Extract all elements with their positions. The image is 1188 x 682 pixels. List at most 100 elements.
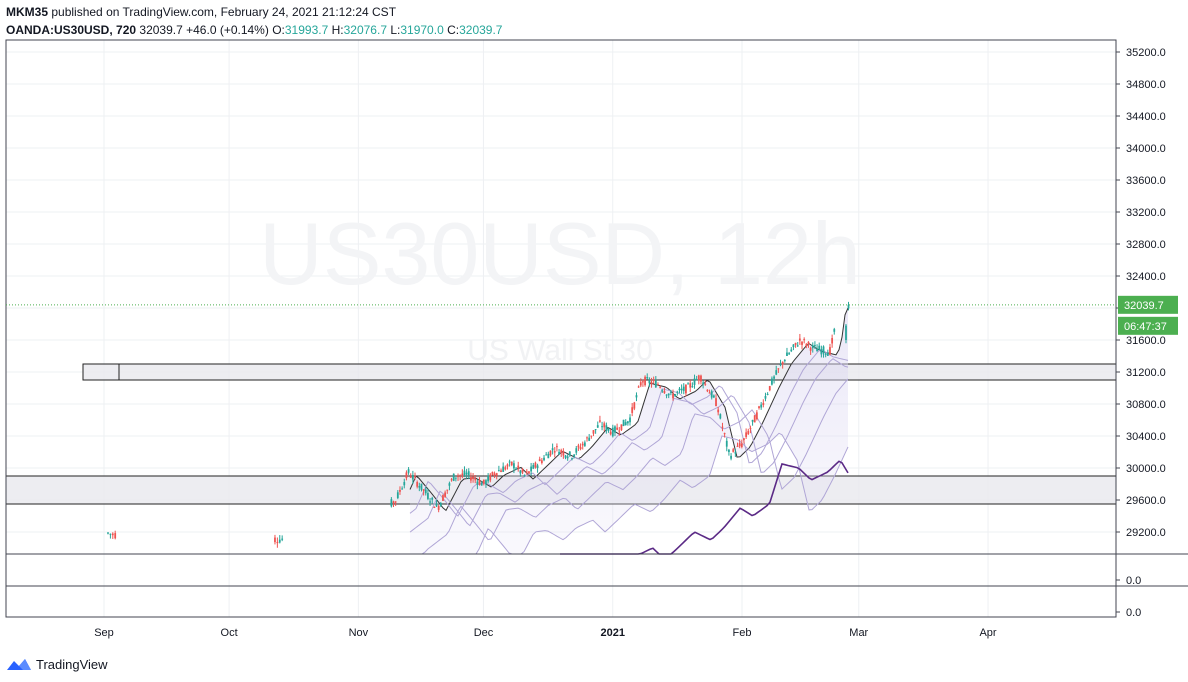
time-axis[interactable]: Sep Oct Nov Dec 2021 Feb Mar Apr bbox=[94, 627, 997, 639]
candle-body bbox=[637, 386, 640, 388]
candle-body bbox=[442, 495, 444, 501]
candle-body bbox=[586, 437, 588, 439]
candle-body bbox=[728, 449, 730, 453]
candle-body bbox=[833, 329, 836, 332]
candle-body bbox=[730, 455, 732, 459]
y-tick-label: 29600.0 bbox=[1126, 495, 1166, 507]
candle-body bbox=[845, 325, 847, 340]
candle-body bbox=[491, 471, 494, 475]
candle-body bbox=[689, 383, 692, 388]
price-chart[interactable]: US30USD, 12h US Wall St 30 35200.0 34800.… bbox=[0, 0, 1188, 650]
y-tick-label: 34400.0 bbox=[1126, 111, 1166, 123]
candle-body bbox=[831, 338, 834, 344]
candle-body bbox=[461, 473, 464, 475]
candle-body bbox=[616, 427, 619, 430]
open-label: O: bbox=[272, 23, 285, 37]
y-tick-label: 29200.0 bbox=[1126, 527, 1166, 539]
candle-body bbox=[820, 349, 823, 355]
y-tick-label: 31200.0 bbox=[1126, 367, 1166, 379]
candle-body bbox=[747, 430, 750, 435]
x-tick-label: Feb bbox=[733, 627, 752, 639]
publish-header: MKM35 published on TradingView.com, Febr… bbox=[6, 4, 396, 20]
candle-body bbox=[497, 470, 500, 472]
candle-body bbox=[564, 455, 567, 458]
candle-body bbox=[508, 461, 511, 463]
candle-body bbox=[405, 472, 408, 478]
candle-body bbox=[609, 431, 612, 435]
pane-tick-label: 0.0 bbox=[1126, 607, 1141, 619]
candle-body bbox=[745, 432, 748, 437]
candle-body bbox=[588, 437, 591, 441]
candle-body bbox=[437, 505, 440, 510]
candle-body bbox=[807, 341, 810, 345]
candle-body bbox=[790, 349, 793, 352]
candle-body bbox=[654, 380, 657, 388]
candle-body bbox=[480, 482, 483, 486]
candle-body bbox=[700, 375, 702, 382]
candle-body bbox=[674, 394, 677, 397]
candle-body bbox=[796, 345, 799, 347]
y-tick-label: 33600.0 bbox=[1126, 175, 1166, 187]
candle-body bbox=[532, 465, 535, 469]
candle-body bbox=[781, 361, 784, 365]
candle-body bbox=[614, 426, 616, 433]
candle-body bbox=[519, 470, 522, 474]
candle-body bbox=[749, 427, 752, 429]
candle-body bbox=[538, 459, 541, 462]
candle-body bbox=[682, 386, 685, 391]
candle-body bbox=[459, 474, 462, 476]
candle-body bbox=[495, 473, 498, 476]
close-label: C: bbox=[447, 23, 460, 37]
candle-body bbox=[811, 345, 814, 349]
candle-body bbox=[493, 473, 496, 476]
candle-body bbox=[710, 391, 713, 398]
watermark-symbol: US30USD, 12h bbox=[259, 204, 861, 303]
candle-body bbox=[553, 451, 556, 453]
candle-body bbox=[669, 391, 672, 393]
y-tick-label: 34000.0 bbox=[1126, 143, 1166, 155]
candle-body bbox=[697, 375, 700, 381]
candle-body bbox=[678, 388, 681, 391]
candle-body bbox=[396, 492, 399, 499]
resistance-zone bbox=[82, 363, 1117, 381]
candle-body bbox=[661, 390, 664, 392]
y-tick-label: 32400.0 bbox=[1126, 271, 1166, 283]
candle-body bbox=[482, 479, 485, 484]
tradingview-logo[interactable]: TradingView bbox=[6, 654, 108, 674]
candle-body bbox=[540, 460, 543, 464]
candle-body bbox=[601, 426, 603, 428]
candle-body bbox=[435, 503, 438, 507]
candle-body bbox=[474, 479, 477, 481]
candle-body bbox=[278, 539, 281, 543]
x-tick-label: Dec bbox=[474, 627, 494, 639]
candle-body bbox=[472, 476, 474, 479]
candle-body bbox=[562, 451, 565, 456]
low-label: L: bbox=[390, 23, 401, 37]
ema-cloud-fill bbox=[410, 308, 848, 554]
candle-body bbox=[568, 451, 571, 456]
candle-body bbox=[416, 482, 419, 487]
candle-body bbox=[594, 429, 597, 431]
candle-body bbox=[536, 465, 539, 469]
candle-body bbox=[431, 497, 434, 500]
candle-body bbox=[743, 438, 745, 440]
candle-body bbox=[596, 425, 599, 428]
candle-body bbox=[605, 425, 608, 431]
candle-body bbox=[450, 479, 453, 481]
candle-body bbox=[622, 419, 625, 427]
candle-body bbox=[427, 493, 429, 499]
low-value: 31970.0 bbox=[400, 23, 444, 37]
candle-body bbox=[755, 412, 758, 420]
price-axis[interactable]: 35200.0 34800.0 34400.0 34000.0 33600.0 33200… bbox=[1116, 47, 1166, 619]
candle-body bbox=[758, 406, 760, 409]
price-tags: 32039.7 06:47:37 bbox=[1118, 295, 1178, 335]
candle-body bbox=[635, 395, 638, 398]
candle-body bbox=[470, 477, 472, 481]
candle-body bbox=[766, 393, 769, 395]
last-price-tag-text: 32039.7 bbox=[1124, 300, 1164, 312]
candle-body bbox=[448, 483, 451, 486]
candle-body bbox=[814, 345, 816, 347]
candle-body bbox=[465, 472, 468, 475]
candle-body bbox=[826, 352, 829, 356]
candle-body bbox=[517, 465, 520, 469]
